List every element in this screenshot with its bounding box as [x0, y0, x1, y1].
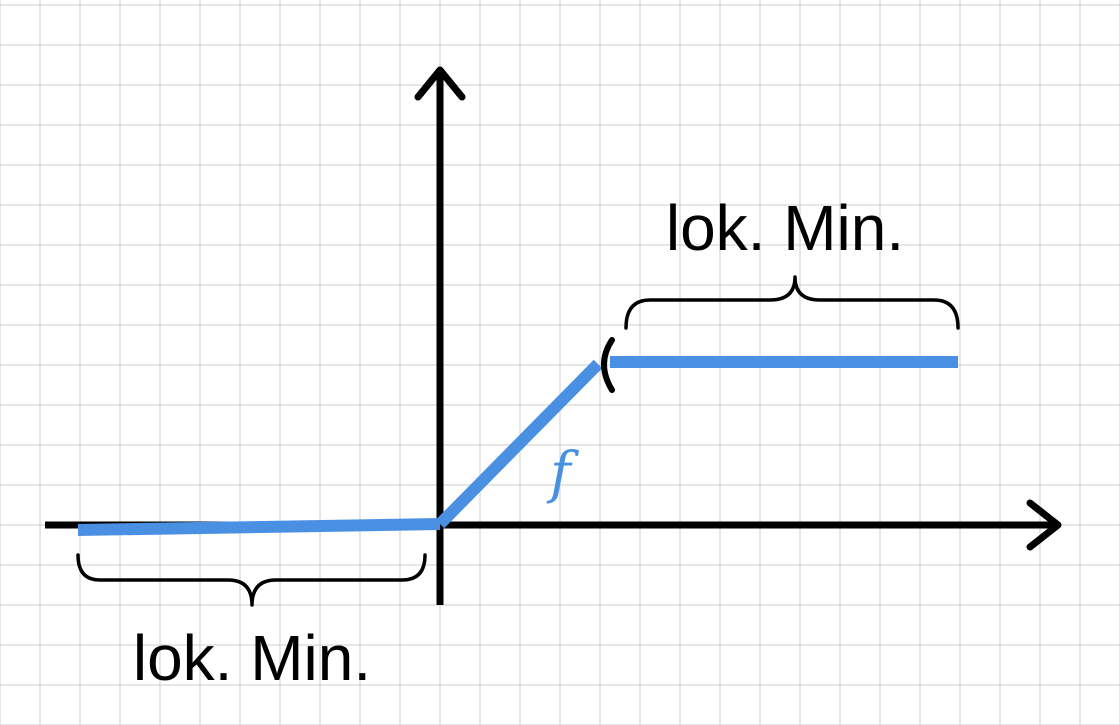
left-brace-icon: [76, 553, 427, 607]
function-label: f: [546, 441, 580, 506]
x-axis-arrow-icon: [1026, 499, 1062, 551]
right-brace-icon: [624, 275, 960, 330]
right-min-label: lok. Min.: [666, 192, 904, 264]
y-axis-arrow-icon: [414, 66, 466, 101]
function-left-segment: [77, 518, 441, 536]
function-rising-segment: [435, 359, 603, 529]
open-interval-paren-icon: [601, 337, 615, 393]
function-graph: [77, 337, 958, 536]
left-min-label: lok. Min.: [133, 622, 371, 694]
